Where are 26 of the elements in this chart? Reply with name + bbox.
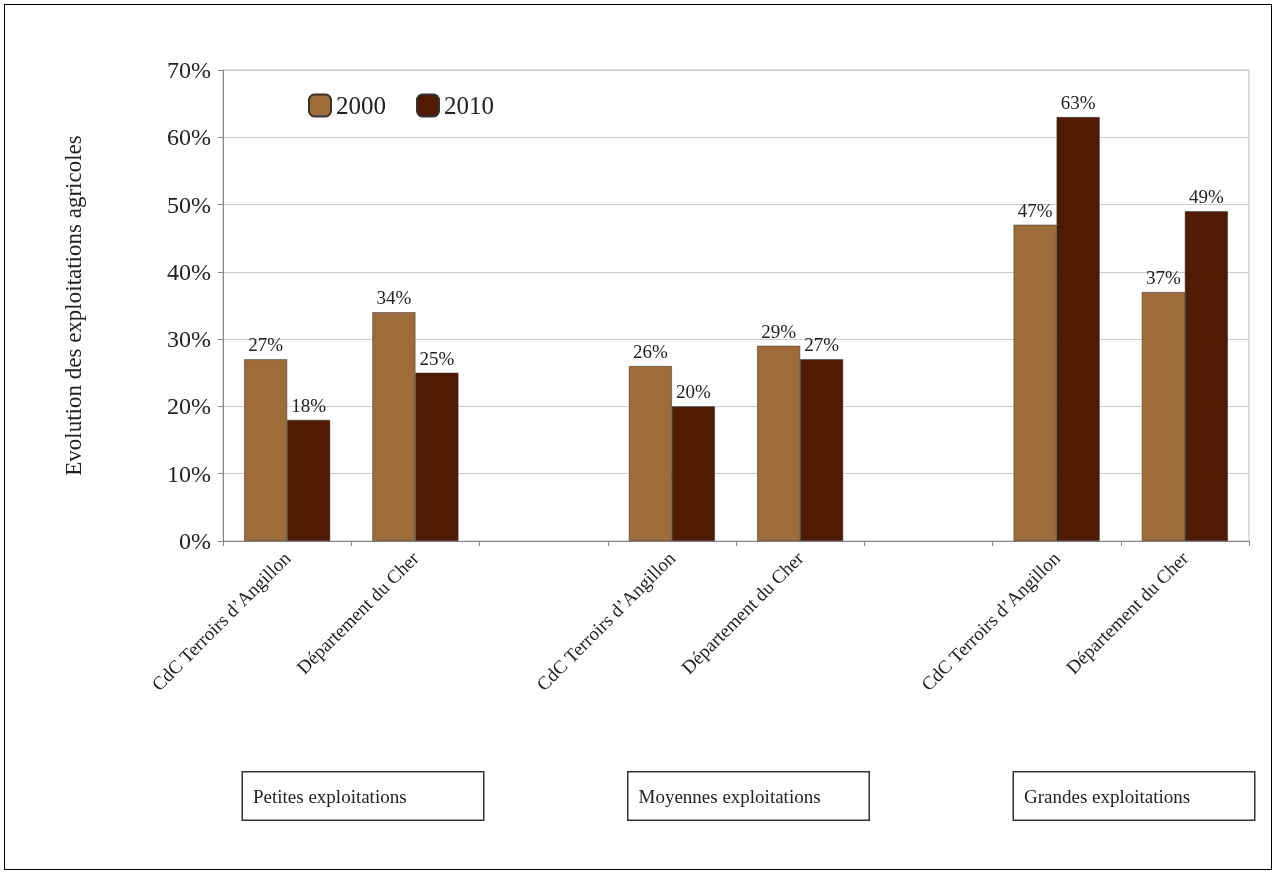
y-tick-label: 10% xyxy=(167,460,211,487)
y-tick-label: 0% xyxy=(179,528,211,554)
y-tick-label: 50% xyxy=(167,191,211,218)
legend-label: 2010 xyxy=(444,92,494,119)
data-label: 29% xyxy=(761,320,797,342)
y-tick-label: 40% xyxy=(167,258,211,285)
text: Grandes exploitations xyxy=(1024,785,1191,807)
y-tick-label: 60% xyxy=(167,124,211,151)
data-label: 27% xyxy=(804,334,840,356)
text: Petites exploitations xyxy=(253,785,407,807)
data-label: 63% xyxy=(1060,92,1096,114)
y-tick-label: 20% xyxy=(167,393,211,420)
data-label: 47% xyxy=(1017,199,1053,221)
y-tick-label: 30% xyxy=(167,326,211,353)
text: Moyennes exploitations xyxy=(638,785,821,807)
data-label: 25% xyxy=(419,347,455,369)
legend-label: 2000 xyxy=(336,92,386,119)
data-label: 27% xyxy=(248,334,284,356)
data-label: 26% xyxy=(632,341,668,363)
data-label: 37% xyxy=(1145,267,1181,289)
data-label: 34% xyxy=(376,287,412,309)
y-tick-label: 70% xyxy=(167,57,211,83)
data-label: 20% xyxy=(675,381,711,403)
data-label: 18% xyxy=(291,394,327,416)
y-axis-title: Evolution des exploitations agricoles xyxy=(61,135,86,476)
data-label: 49% xyxy=(1188,186,1224,208)
